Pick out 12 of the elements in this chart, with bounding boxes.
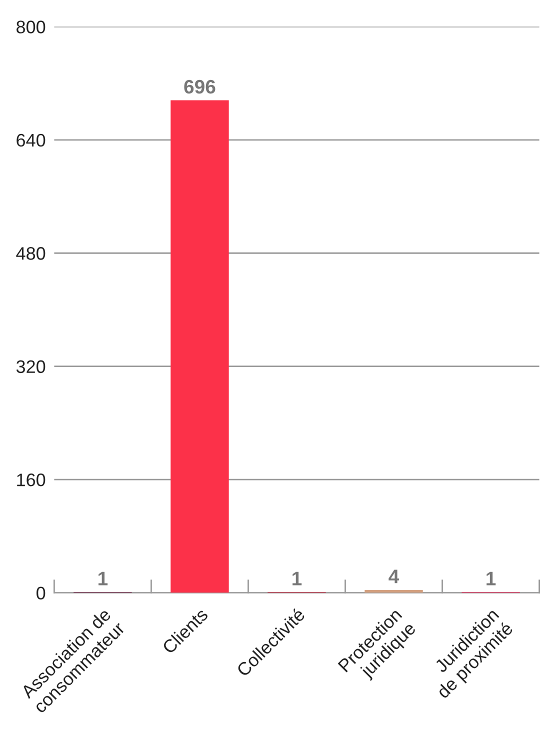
data-label: 1	[292, 572, 302, 586]
y-tick-label: 320	[16, 360, 46, 374]
y-tick-label: 480	[16, 247, 46, 260]
y-tick-label: 640	[16, 134, 46, 147]
y-tick-label: 800	[16, 20, 46, 34]
data-label: 696	[184, 80, 216, 94]
data-label: 4	[388, 570, 400, 584]
bar	[170, 100, 229, 593]
y-tick-label: 0	[36, 586, 46, 600]
y-tick-label: 160	[17, 474, 46, 486]
data-label: 1	[486, 572, 496, 586]
data-label: 1	[98, 572, 108, 586]
